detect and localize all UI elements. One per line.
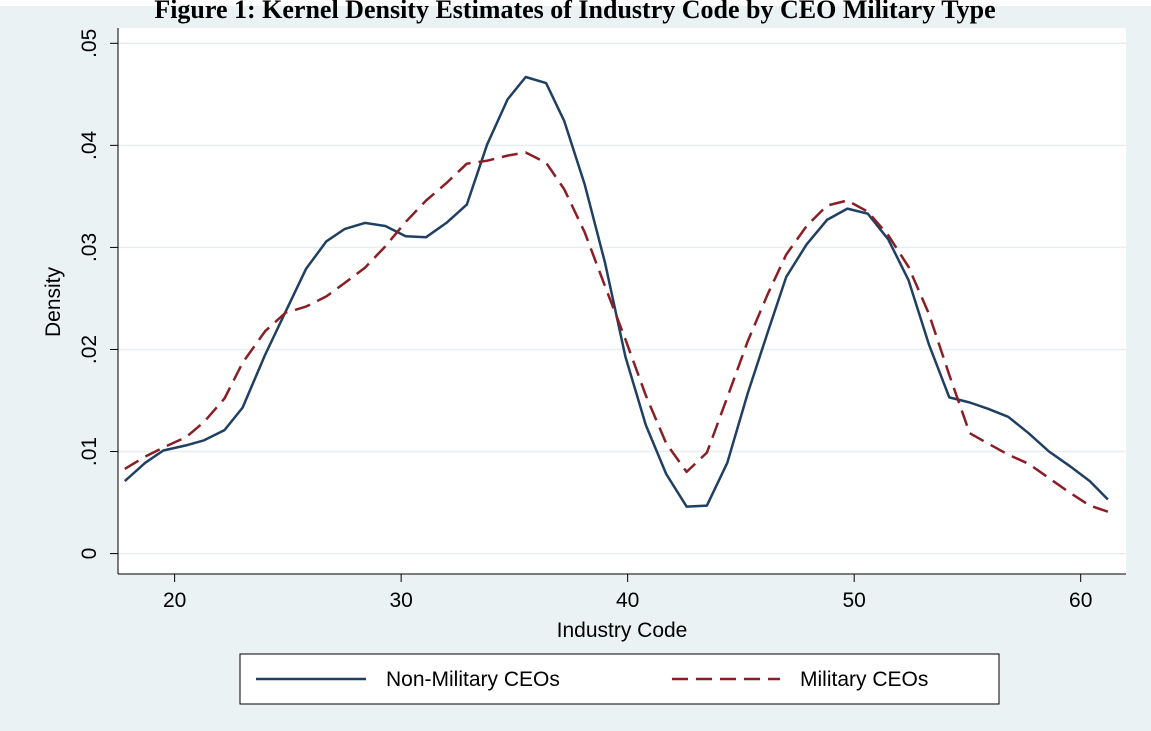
y-tick-label: .03 (78, 233, 101, 262)
x-tick-label: 60 (1069, 589, 1092, 612)
series-line-non-military (123, 75, 1109, 508)
x-tick-label: 40 (616, 589, 639, 612)
y-tick-label: .04 (78, 130, 101, 160)
x-axis-label: Industry Code (557, 619, 688, 642)
plot-area (118, 28, 1126, 574)
y-tick-label: .01 (78, 437, 101, 466)
legend-label-non-military: Non-Military CEOs (386, 668, 560, 691)
legend-box (239, 653, 1000, 705)
chart-title: Figure 1: Kernel Density Estimates of In… (154, 0, 995, 24)
x-tick-label: 30 (389, 589, 412, 612)
x-tick-label: 20 (163, 589, 186, 612)
x-tick-label: 50 (843, 589, 866, 612)
y-tick-label: 0 (78, 548, 101, 560)
grid-lines (118, 42, 1126, 555)
y-tick-label: .05 (78, 29, 101, 58)
legend-label-military: Military CEOs (800, 668, 928, 691)
axes: 0 .01 .02 .03 .04 .05 20 30 40 50 60 (78, 28, 1126, 612)
y-axis-label: Density (42, 266, 65, 337)
y-tick-label: .02 (78, 335, 101, 364)
legend: Non-Military CEOs Military CEOs (239, 653, 1000, 705)
series-lines (123, 75, 1109, 513)
